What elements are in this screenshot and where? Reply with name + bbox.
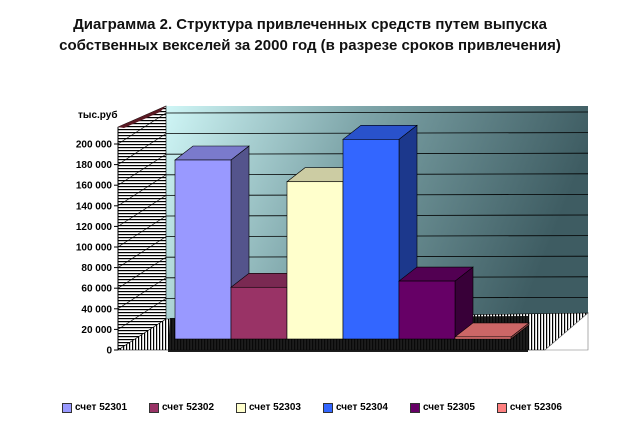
legend-label: счет 52306 [509, 402, 562, 413]
y-tick-label: 60 000 [81, 284, 112, 295]
legend-swatch [322, 402, 333, 413]
bar-front [174, 159, 232, 340]
side-wall-top [118, 106, 166, 128]
legend-item-3: счет 52303 [235, 402, 301, 413]
legend-label: счет 52304 [335, 402, 388, 413]
legend-label: счет 52301 [75, 402, 128, 413]
legend-swatch [409, 402, 420, 413]
bars [174, 124, 530, 340]
legend-label: счет 52303 [248, 402, 301, 413]
y-tick-label: 20 000 [81, 325, 112, 336]
legend-swatch [148, 402, 159, 413]
gridline-side [117, 112, 167, 145]
legend-swatch [496, 402, 507, 413]
y-tick-label: 80 000 [81, 263, 112, 274]
bar-front [342, 139, 400, 340]
y-tick-label: 0 [106, 346, 112, 357]
y-tick-label: 100 000 [76, 243, 113, 254]
bar-front [286, 181, 344, 340]
gridline-side [117, 133, 167, 165]
legend: счет 52301 счет 52302 счет 52303 счет 52304… [62, 402, 562, 413]
gridline-side [117, 174, 167, 207]
y-tick-label: 140 000 [76, 201, 113, 212]
y-tick-label: 120 000 [76, 222, 113, 233]
floor-edge [544, 312, 589, 351]
gridline-side [117, 215, 167, 248]
y-tick-label: 180 000 [76, 160, 113, 171]
gridline-side [117, 256, 167, 289]
y-tick-label: 40 000 [81, 304, 112, 315]
bar-4 [342, 124, 418, 340]
y-axis-ticks: 0 20 000 40 000 60 000 80 000 100 000 120 000 1… [76, 140, 118, 357]
gridline-side [117, 298, 167, 330]
chart-title: Диаграмма 2. Структура привлеченных сред… [59, 16, 561, 54]
gridline-side [117, 195, 167, 227]
legend-label: счет 52302 [161, 402, 215, 413]
legend-item-6: счет 52306 [496, 402, 562, 413]
legend-swatch [62, 402, 72, 413]
gridline-side [117, 153, 167, 186]
bar-front [230, 286, 288, 340]
bar-6 [454, 322, 530, 340]
gridline [165, 111, 589, 114]
plot-side-wall [117, 105, 167, 351]
legend-item-2: счет 52302 [148, 402, 215, 413]
y-tick-label: 160 000 [76, 181, 113, 192]
gridline-side [117, 236, 167, 268]
bar-front [454, 336, 512, 340]
bar-5 [398, 266, 474, 340]
y-tick-label: 200 000 [76, 140, 113, 151]
y-axis-unit-label: тыс.руб [78, 110, 118, 121]
legend-item-1: счет 52301 [62, 402, 127, 413]
gridline-side [117, 277, 167, 310]
legend-swatch [235, 402, 246, 413]
legend-item-4: счет 52304 [322, 402, 388, 413]
legend-label: счет 52305 [422, 402, 475, 413]
bar-front [398, 280, 456, 340]
legend-item-5: счет 52305 [409, 402, 475, 413]
